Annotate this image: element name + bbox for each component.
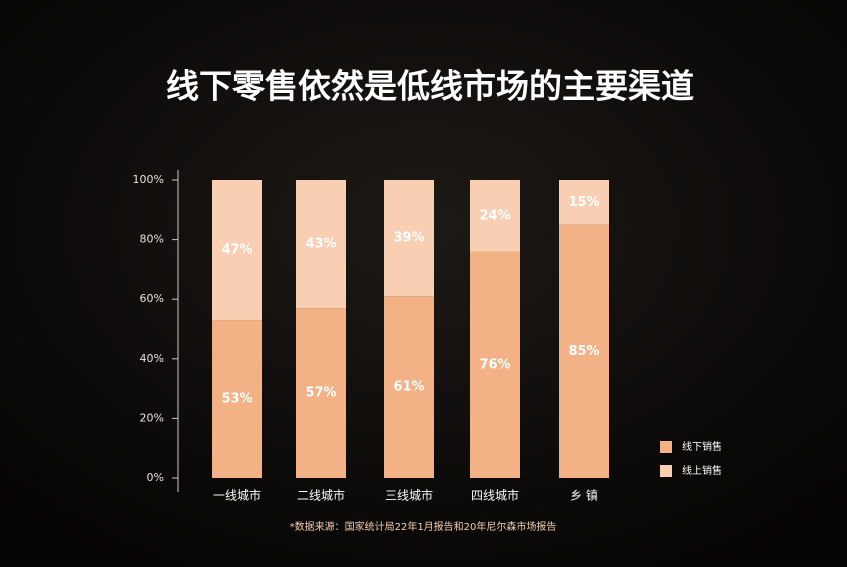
value-label: 53% bbox=[221, 392, 252, 407]
legend-label: 线上销售 bbox=[682, 464, 722, 477]
bar-segment bbox=[296, 180, 346, 309]
value-label: 57% bbox=[305, 386, 336, 401]
bar-segment bbox=[470, 180, 520, 252]
value-label: 24% bbox=[479, 208, 510, 223]
x-tick-label: 二线城市 bbox=[297, 488, 345, 503]
value-label: 61% bbox=[393, 380, 424, 395]
y-tick-label: 40% bbox=[140, 352, 164, 365]
value-label: 47% bbox=[221, 243, 252, 258]
y-tick-label: 80% bbox=[140, 233, 164, 246]
bar-segment bbox=[559, 224, 609, 478]
value-label: 15% bbox=[568, 195, 599, 210]
x-tick-label: 一线城市 bbox=[213, 488, 261, 503]
value-label: 85% bbox=[568, 344, 599, 359]
value-label: 76% bbox=[479, 357, 510, 372]
bar-segment bbox=[384, 180, 434, 297]
chart-title: 线下零售依然是低线市场的主要渠道 bbox=[166, 67, 694, 106]
bar-segment bbox=[559, 180, 609, 225]
legend-swatch bbox=[660, 465, 672, 477]
y-tick-label: 100% bbox=[133, 173, 164, 186]
x-tick-label: 三线城市 bbox=[385, 488, 433, 503]
bar-segment bbox=[212, 180, 262, 321]
value-label: 43% bbox=[305, 237, 336, 252]
x-tick-label: 乡 镇 bbox=[570, 489, 598, 503]
bar-segment bbox=[212, 320, 262, 478]
source-note: *数据来源：国家统计局22年1月报告和20年尼尔森市场报告 bbox=[290, 520, 557, 533]
bar-segment bbox=[470, 251, 520, 478]
legend-swatch bbox=[660, 441, 672, 453]
y-tick-label: 0% bbox=[147, 471, 164, 484]
value-label: 39% bbox=[393, 231, 424, 246]
x-tick-label: 四线城市 bbox=[471, 488, 519, 503]
legend-label: 线下销售 bbox=[682, 440, 722, 453]
bar-segment bbox=[296, 308, 346, 478]
y-tick-label: 20% bbox=[140, 411, 164, 424]
bar-segment bbox=[384, 296, 434, 478]
y-tick-label: 60% bbox=[140, 292, 164, 305]
